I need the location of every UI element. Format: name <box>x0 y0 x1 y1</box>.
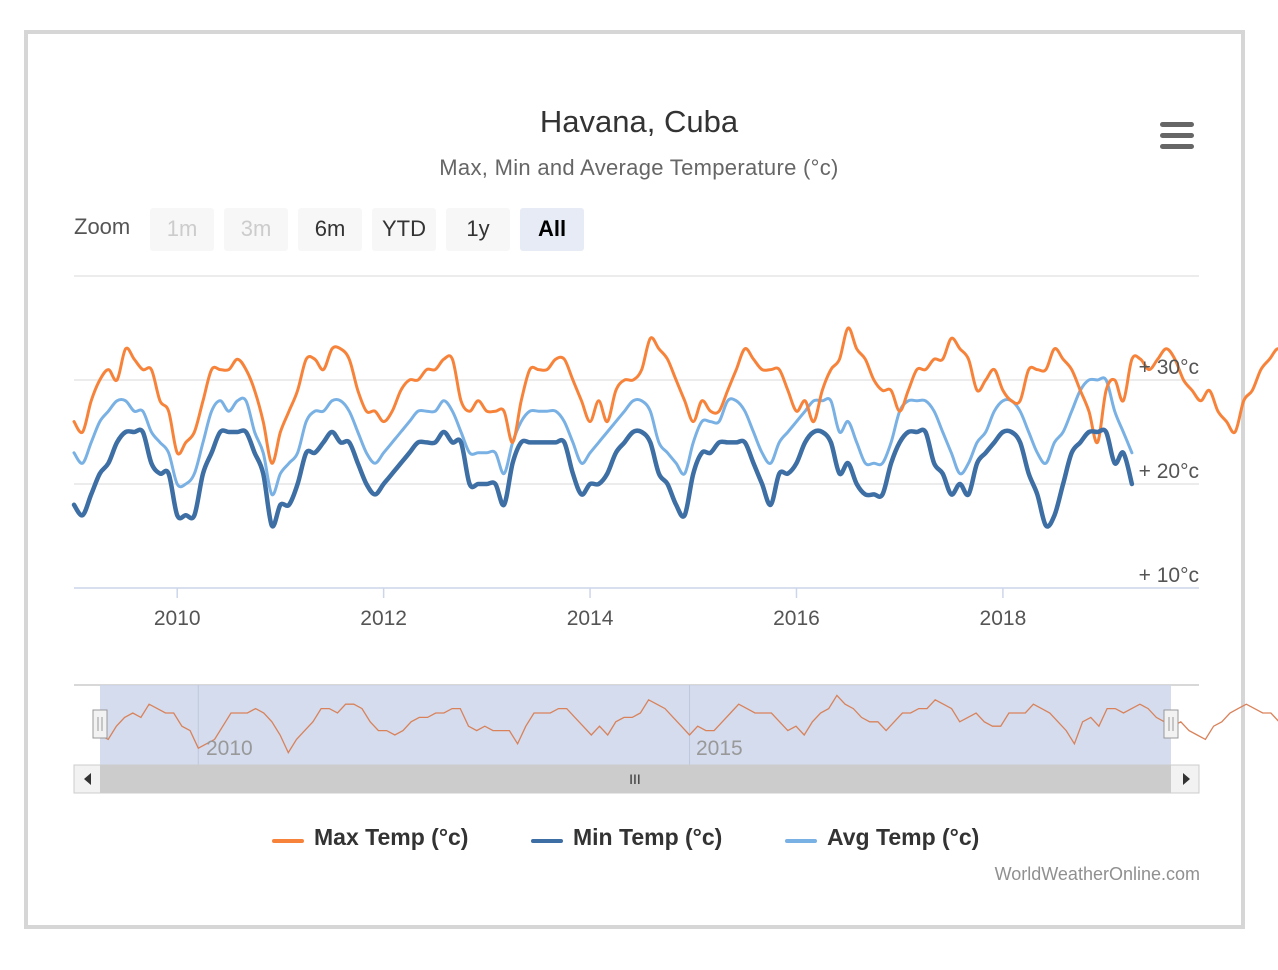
zoom-ytd-button[interactable]: YTD <box>372 208 436 251</box>
zoom-1m-button[interactable]: 1m <box>150 208 214 251</box>
legend-label-min: Min Temp (°c) <box>573 824 723 850</box>
credits-link[interactable]: WorldWeatherOnline.com <box>994 864 1200 884</box>
navigator-label-2010: 2010 <box>206 737 253 760</box>
x-tick-label-2012: 2012 <box>360 607 407 630</box>
hamburger-menu-icon[interactable] <box>1158 120 1196 152</box>
legend-label-max: Max Temp (°c) <box>314 824 469 850</box>
series-group <box>71 326 1278 529</box>
x-tick-label-2014: 2014 <box>567 607 614 630</box>
navigator-grid <box>197 685 691 765</box>
scrollbar-thumb[interactable] <box>100 765 1171 793</box>
zoom-3m-button[interactable]: 3m <box>224 208 288 251</box>
y-tick-label-10: + 10°c <box>1139 564 1199 587</box>
y-axis: + 10°c + 20°c + 30°c <box>1139 356 1199 587</box>
zoom-1y-button[interactable]: 1y <box>446 208 510 251</box>
navigator-label-2015: 2015 <box>696 737 743 760</box>
x-tick-label-2016: 2016 <box>773 607 820 630</box>
x-axis: 2010 2012 2014 2016 2018 <box>74 587 1199 630</box>
grid-lines <box>74 379 1199 485</box>
y-tick-label-20: + 20°c <box>1139 460 1199 483</box>
zoom-all-button[interactable]: All <box>520 208 584 251</box>
series-line-avg-temp <box>72 376 1134 497</box>
zoom-6m-button[interactable]: 6m <box>298 208 362 251</box>
series-line-min-temp <box>71 427 1135 529</box>
series-line-max-temp <box>72 326 1278 465</box>
triangle-right-icon[interactable] <box>1183 773 1190 785</box>
navigator-handle-left[interactable] <box>92 709 108 739</box>
y-tick-label-30: + 30°c <box>1139 356 1199 379</box>
scrollbar-grip: III <box>629 771 641 787</box>
navigator-selected-range[interactable] <box>100 685 1171 765</box>
navigator-handle-right[interactable] <box>1163 709 1179 739</box>
x-tick-label-2010: 2010 <box>154 607 201 630</box>
chart-title: Havana, Cuba <box>539 104 739 139</box>
x-tick-label-2018: 2018 <box>980 607 1027 630</box>
navigator[interactable]: 2010 2015 III <box>73 684 1278 794</box>
zoom-label: Zoom <box>74 214 131 239</box>
navigator-series-line <box>99 694 1278 754</box>
legend-swatch-max <box>272 839 304 843</box>
triangle-left-icon[interactable] <box>84 773 91 785</box>
legend-swatch-min <box>531 839 563 843</box>
legend-label-avg: Avg Temp (°c) <box>827 824 980 850</box>
legend-swatch-avg <box>785 839 817 843</box>
chart-subtitle: Max, Min and Average Temperature (°c) <box>439 155 839 180</box>
